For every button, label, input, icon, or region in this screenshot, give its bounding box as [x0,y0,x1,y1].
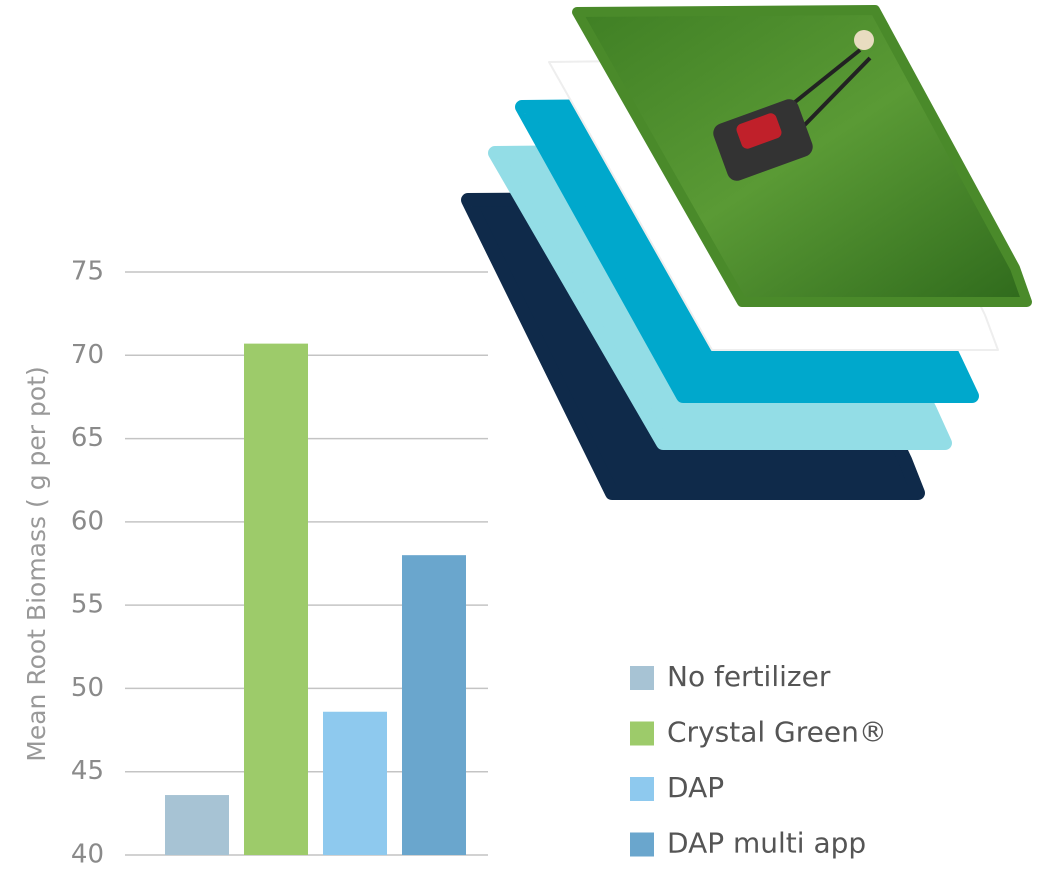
legend-label: DAP [667,771,724,804]
bar [244,343,308,855]
legend-swatch [630,721,654,746]
y-tick-label: 60 [71,506,104,536]
y-tick-label: 55 [71,590,104,620]
decorative-layers [461,5,1032,500]
legend-swatch [630,777,654,801]
legend-swatch [630,666,654,690]
legend-label: Crystal Green® [667,716,887,749]
legend-label: No fertilizer [667,660,831,693]
y-tick-label: 65 [71,423,104,453]
y-axis-label: Mean Root Biomass ( g per pot) [22,366,51,761]
y-tick-label: 40 [71,840,104,870]
legend: No fertilizer Crystal Green® DAP DAP multi … [630,660,887,860]
y-tick-label: 45 [71,756,104,786]
legend-swatch [630,832,654,857]
y-tick-label: 70 [71,340,104,370]
y-tick-label: 50 [71,673,104,703]
plot-area: 40 45 50 55 60 65 70 75 [71,257,488,870]
bar [165,795,229,855]
bar [402,555,466,855]
y-tick-label: 75 [71,257,104,287]
legend-label: DAP multi app [667,827,866,860]
bar [323,711,387,855]
